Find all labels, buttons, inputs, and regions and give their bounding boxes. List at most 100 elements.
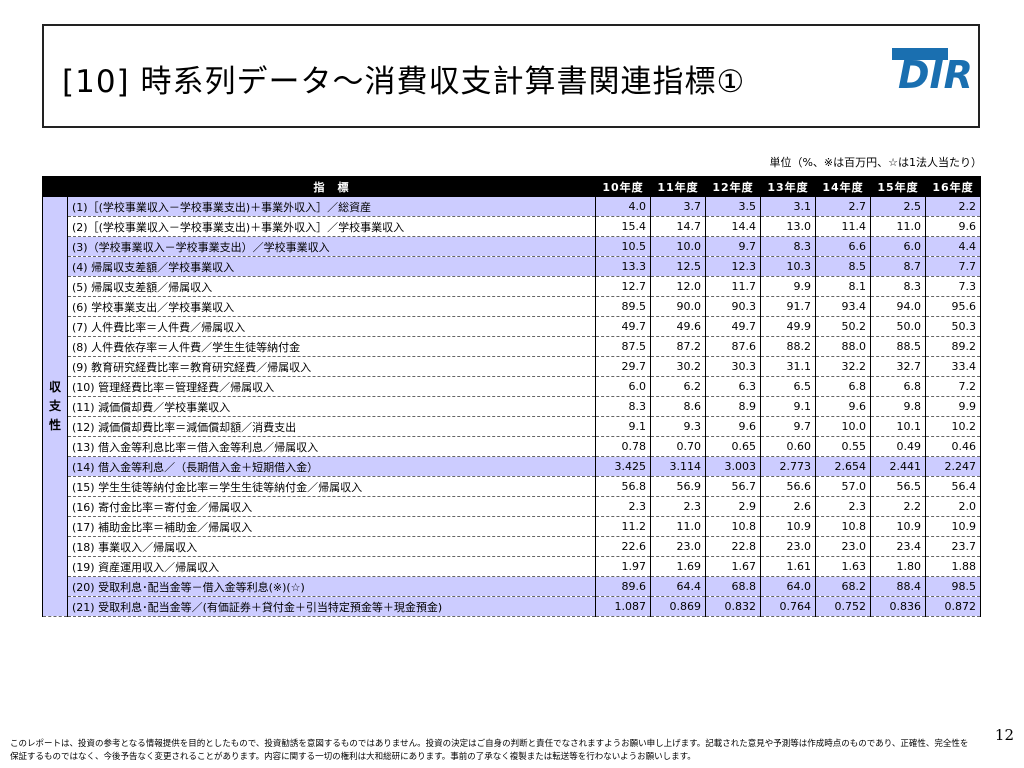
value-cell: 1.88 xyxy=(925,556,981,577)
value-cell: 12.3 xyxy=(705,256,761,277)
value-cell: 15.4 xyxy=(595,216,651,237)
value-cell: 2.5 xyxy=(870,196,926,217)
value-cell: 0.65 xyxy=(705,436,761,457)
indicator-label: (8) 人件費依存率＝人件費／学生生徒等納付金 xyxy=(67,336,596,357)
value-cell: 3.114 xyxy=(650,456,706,477)
indicator-label: (12) 減価償却費比率＝減価償却額／消費支出 xyxy=(67,416,596,437)
value-cell: 32.2 xyxy=(815,356,871,377)
value-cell: 12.7 xyxy=(595,276,651,297)
value-cell: 6.0 xyxy=(870,236,926,257)
value-cell: 1.80 xyxy=(870,556,926,577)
value-cell: 6.8 xyxy=(870,376,926,397)
table-row: (18) 事業収入／帰属収入 22.6 23.0 22.8 23.0 23.0 23.4 23… xyxy=(43,536,981,557)
table-row: (8) 人件費依存率＝人件費／学生生徒等納付金 87.5 87.2 87.6 88.2 8… xyxy=(43,336,981,357)
value-cell: 0.55 xyxy=(815,436,871,457)
value-cell: 10.1 xyxy=(870,416,926,437)
value-cell: 8.5 xyxy=(815,256,871,277)
value-cell: 7.3 xyxy=(925,276,981,297)
header-year: 13年度 xyxy=(760,176,816,197)
value-cell: 0.49 xyxy=(870,436,926,457)
table-row: (20) 受取利息･配当金等－借入金等利息(※)(☆) 89.6 64.4 68.8 6… xyxy=(43,576,981,597)
value-cell: 1.69 xyxy=(650,556,706,577)
value-cell: 11.0 xyxy=(870,216,926,237)
value-cell: 9.9 xyxy=(760,276,816,297)
value-cell: 23.0 xyxy=(650,536,706,557)
indicator-label: (2)［(学校事業収入－学校事業支出)＋事業外収入］／学校事業収入 xyxy=(67,216,596,237)
table-row: (19) 資産運用収入／帰属収入 1.97 1.69 1.67 1.61 1.63 1.80… xyxy=(43,556,981,577)
value-cell: 1.97 xyxy=(595,556,651,577)
indicator-label: (10) 管理経費比率＝管理経費／帰属収入 xyxy=(67,376,596,397)
value-cell: 9.1 xyxy=(595,416,651,437)
value-cell: 2.2 xyxy=(925,196,981,217)
value-cell: 2.6 xyxy=(760,496,816,517)
value-cell: 56.4 xyxy=(925,476,981,497)
value-cell: 64.4 xyxy=(650,576,706,597)
table-row: (6) 学校事業支出／学校事業収入 89.5 90.0 90.3 91.7 93.4 94.… xyxy=(43,296,981,317)
table-row: (5) 帰属収支差額／帰属収入 12.7 12.0 11.7 9.9 8.1 8.3 7.3 xyxy=(43,276,981,297)
value-cell: 3.425 xyxy=(595,456,651,477)
table-row: (10) 管理経費比率＝管理経費／帰属収入 6.0 6.2 6.3 6.5 6.8 6.8 7… xyxy=(43,376,981,397)
value-cell: 33.4 xyxy=(925,356,981,377)
value-cell: 1.67 xyxy=(705,556,761,577)
page-number: 12 xyxy=(994,726,1014,744)
indicator-label: (15) 学生生徒等納付金比率＝学生生徒等納付金／帰属収入 xyxy=(67,476,596,497)
value-cell: 2.654 xyxy=(815,456,871,477)
value-cell: 56.5 xyxy=(870,476,926,497)
value-cell: 50.2 xyxy=(815,316,871,337)
value-cell: 10.9 xyxy=(925,516,981,537)
value-cell: 3.1 xyxy=(760,196,816,217)
header-corner xyxy=(42,176,68,197)
value-cell: 9.3 xyxy=(650,416,706,437)
indicator-label: (21) 受取利息･配当金等／(有価証券＋貸付金＋引当特定預金等＋現金預金) xyxy=(67,596,596,617)
value-cell: 8.9 xyxy=(705,396,761,417)
value-cell: 0.70 xyxy=(650,436,706,457)
header-year: 14年度 xyxy=(815,176,871,197)
indicator-label: (4) 帰属収支差額／学校事業収入 xyxy=(67,256,596,277)
value-cell: 7.7 xyxy=(925,256,981,277)
value-cell: 87.6 xyxy=(705,336,761,357)
value-cell: 11.4 xyxy=(815,216,871,237)
value-cell: 90.3 xyxy=(705,296,761,317)
header-indicator: 指 標 xyxy=(67,176,596,197)
value-cell: 10.8 xyxy=(815,516,871,537)
value-cell: 3.003 xyxy=(705,456,761,477)
table-row: (9) 教育研究経費比率＝教育研究経費／帰属収入 29.7 30.2 30.3 31.1… xyxy=(43,356,981,377)
value-cell: 89.2 xyxy=(925,336,981,357)
value-cell: 9.6 xyxy=(705,416,761,437)
value-cell: 89.5 xyxy=(595,296,651,317)
value-cell: 10.9 xyxy=(870,516,926,537)
value-cell: 91.7 xyxy=(760,296,816,317)
indicator-label: (5) 帰属収支差額／帰属収入 xyxy=(67,276,596,297)
indicator-label: (9) 教育研究経費比率＝教育研究経費／帰属収入 xyxy=(67,356,596,377)
value-cell: 8.7 xyxy=(870,256,926,277)
value-cell: 57.0 xyxy=(815,476,871,497)
value-cell: 23.7 xyxy=(925,536,981,557)
value-cell: 88.2 xyxy=(760,336,816,357)
value-cell: 88.5 xyxy=(870,336,926,357)
value-cell: 0.60 xyxy=(760,436,816,457)
value-cell: 10.2 xyxy=(925,416,981,437)
value-cell: 8.6 xyxy=(650,396,706,417)
value-cell: 31.1 xyxy=(760,356,816,377)
dir-logo: DIR xyxy=(892,48,973,97)
indicator-label: (13) 借入金等利息比率＝借入金等利息／帰属収入 xyxy=(67,436,596,457)
value-cell: 23.0 xyxy=(760,536,816,557)
value-cell: 2.3 xyxy=(595,496,651,517)
table-row: (12) 減価償却費比率＝減価償却額／消費支出 9.1 9.3 9.6 9.7 10.0 1… xyxy=(43,416,981,437)
table-row: (14) 借入金等利息／（長期借入金＋短期借入金） 3.425 3.114 3.003… xyxy=(43,456,981,477)
value-cell: 1.63 xyxy=(815,556,871,577)
value-cell: 0.752 xyxy=(815,596,871,617)
value-cell: 0.832 xyxy=(705,596,761,617)
value-cell: 9.7 xyxy=(760,416,816,437)
indicator-label: (18) 事業収入／帰属収入 xyxy=(67,536,596,557)
title-box: [10] 時系列データ～消費収支計算書関連指標① DIR xyxy=(42,24,980,128)
value-cell: 98.5 xyxy=(925,576,981,597)
value-cell: 9.7 xyxy=(705,236,761,257)
value-cell: 56.7 xyxy=(705,476,761,497)
value-cell: 1.61 xyxy=(760,556,816,577)
value-cell: 23.0 xyxy=(815,536,871,557)
table-row: (16) 寄付金比率＝寄付金／帰属収入 2.3 2.3 2.9 2.6 2.3 2.2 2.0 xyxy=(43,496,981,517)
header-year: 10年度 xyxy=(595,176,651,197)
value-cell: 8.3 xyxy=(595,396,651,417)
value-cell: 9.6 xyxy=(815,396,871,417)
